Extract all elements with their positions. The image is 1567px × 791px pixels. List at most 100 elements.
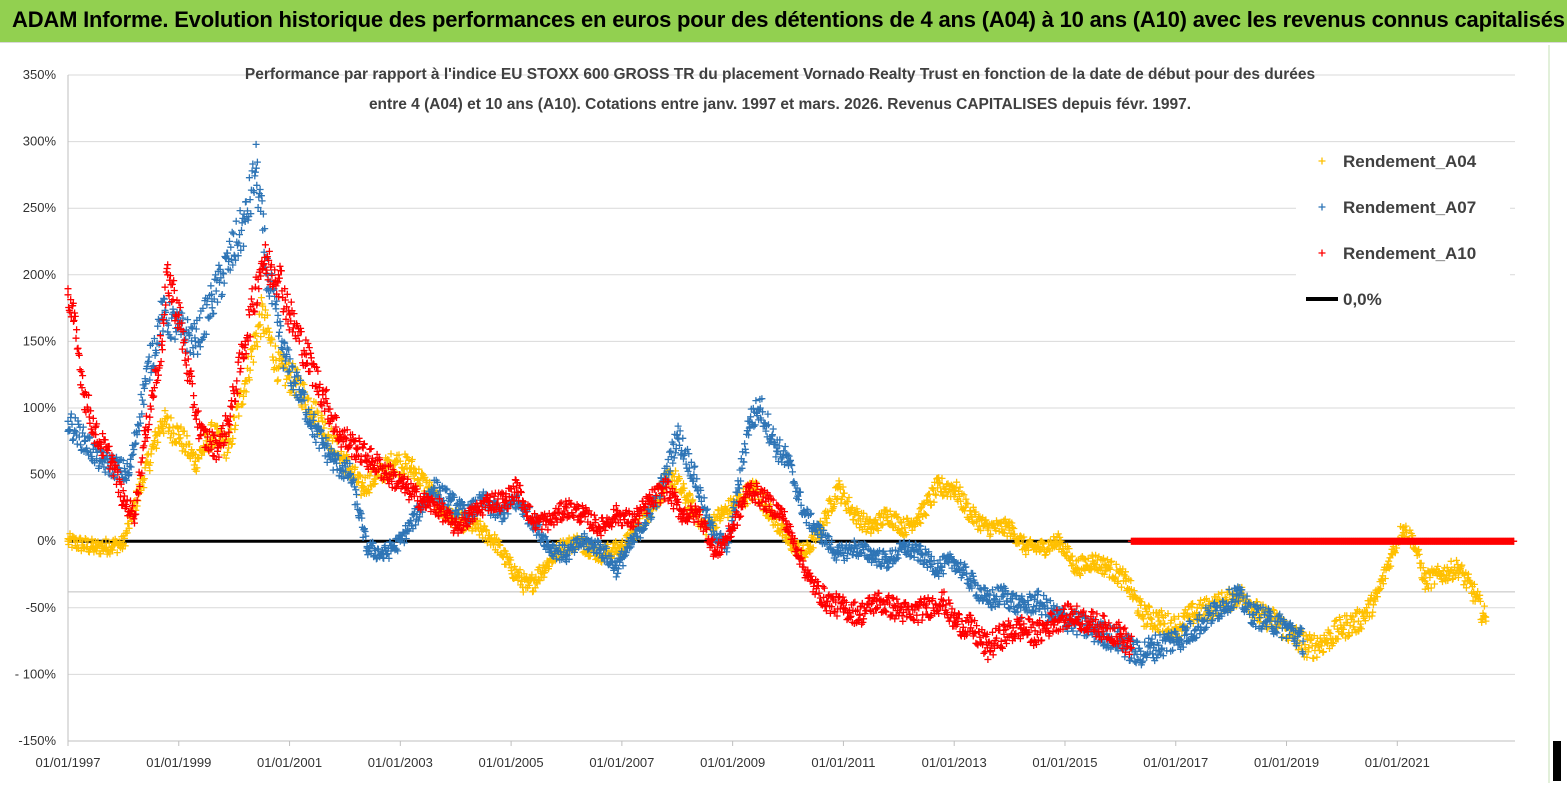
rendement-a07-point bbox=[227, 244, 234, 251]
rendement-a10-point bbox=[183, 362, 190, 369]
y-tick-label: 50% bbox=[30, 467, 56, 482]
rendement-a04-point bbox=[170, 424, 177, 431]
rendement-a07-point bbox=[74, 441, 81, 448]
rendement-a10-point bbox=[141, 427, 148, 434]
rendement-a04-point bbox=[177, 434, 184, 441]
rendement-a04-point bbox=[231, 414, 238, 421]
rendement-a04-point bbox=[168, 414, 175, 421]
rendement-a10-point bbox=[368, 445, 375, 452]
banner-title: ADAM Informe. Evolution historique des p… bbox=[12, 7, 1565, 33]
rendement-a10-point bbox=[307, 350, 314, 357]
rendement-a10-point bbox=[262, 241, 269, 248]
y-tick-label: 150% bbox=[23, 333, 57, 348]
rendement-a10-point bbox=[90, 415, 97, 422]
rendement-a10-point bbox=[312, 383, 319, 390]
y-tick-label: - 100% bbox=[15, 666, 57, 681]
rendement-a10-point bbox=[159, 346, 166, 353]
rendement-a04-point bbox=[1118, 584, 1125, 591]
rendement-a07-point bbox=[146, 354, 153, 361]
rendement-a07-point bbox=[276, 329, 283, 336]
rendement-a07-point bbox=[68, 411, 75, 418]
rendement-a07-point bbox=[229, 229, 236, 236]
rendement-a04-point bbox=[1313, 654, 1320, 661]
rendement-a10-point bbox=[314, 368, 321, 375]
rendement-a04-point bbox=[388, 450, 395, 457]
rendement-a10-point bbox=[76, 352, 83, 359]
rendement-a07-point bbox=[138, 391, 145, 398]
rendement-a07-point bbox=[140, 401, 147, 408]
performance-chart: 350%300%250%200%150%100%50%0%-50%- 100%-… bbox=[0, 43, 1567, 791]
rendement-a10-point bbox=[182, 357, 189, 364]
rendement-a04-point bbox=[231, 426, 238, 433]
rendement-a04-point bbox=[301, 381, 308, 388]
rendement-a10-point bbox=[182, 350, 189, 357]
rendement-a07-point bbox=[81, 438, 88, 445]
rendement-a10-point bbox=[499, 489, 506, 496]
rendement-a10-point bbox=[306, 368, 313, 375]
x-tick-label: 01/01/2001 bbox=[257, 755, 322, 770]
y-tick-label: 300% bbox=[23, 134, 57, 149]
rendement-a07-point bbox=[219, 291, 226, 298]
rendement-a04-point bbox=[1481, 603, 1488, 610]
y-tick-label: 100% bbox=[23, 400, 57, 415]
rendement-a10-point bbox=[73, 335, 80, 342]
x-tick-label: 01/01/2015 bbox=[1032, 755, 1097, 770]
rendement-a10-point bbox=[193, 416, 200, 423]
x-tick-label: 01/01/1999 bbox=[146, 755, 211, 770]
x-tick-label: 01/01/2017 bbox=[1143, 755, 1208, 770]
rendement-a10-point bbox=[74, 346, 81, 353]
rendement-a10-point bbox=[164, 265, 171, 272]
rendement-a10-point bbox=[78, 368, 85, 375]
rendement-a07-point bbox=[691, 463, 698, 470]
rendement-a10-point bbox=[277, 263, 284, 270]
x-tick-label: 01/01/2009 bbox=[700, 755, 765, 770]
rendement-a04-point bbox=[275, 376, 282, 383]
rendement-a07-point bbox=[184, 316, 191, 323]
rendement-a10-point bbox=[227, 403, 234, 410]
rendement-a07-point bbox=[1278, 634, 1285, 641]
rendement-a07-point bbox=[752, 397, 759, 404]
rendement-a07-point bbox=[215, 262, 222, 269]
rendement-a07-point bbox=[443, 486, 450, 493]
rendement-a07-point bbox=[742, 449, 749, 456]
rendement-a10-point bbox=[65, 285, 72, 292]
rendement-a07-point bbox=[259, 197, 266, 204]
rendement-a10-point bbox=[158, 358, 165, 365]
rendement-a07-point bbox=[770, 426, 777, 433]
rendement-a07-point bbox=[77, 441, 84, 448]
rendement-a04-point bbox=[1453, 557, 1460, 564]
rendement-a07-point bbox=[679, 435, 686, 442]
y-tick-label: 200% bbox=[23, 267, 57, 282]
rendement-a07-point bbox=[226, 238, 233, 245]
rendement-a07-point bbox=[613, 573, 620, 580]
rendement-a04-point bbox=[1431, 581, 1438, 588]
y-tick-label: 0% bbox=[37, 533, 56, 548]
rendement-a04-point bbox=[957, 484, 964, 491]
rendement-a10-point bbox=[323, 386, 330, 393]
rendement-a10-point bbox=[86, 414, 93, 421]
rendement-a10-point bbox=[177, 304, 184, 311]
rendement-a07-point bbox=[146, 377, 153, 384]
rendement-a07-point bbox=[233, 218, 240, 225]
x-tick-label: 01/01/2007 bbox=[589, 755, 654, 770]
rendement-a04-point bbox=[411, 475, 418, 482]
rendement-a04-point bbox=[232, 422, 239, 429]
rendement-a07-point bbox=[252, 169, 259, 176]
rendement-a10-point bbox=[248, 296, 255, 303]
y-tick-label: 350% bbox=[23, 67, 57, 82]
rendement-a10-point bbox=[252, 284, 259, 291]
rendement-a10-point bbox=[237, 368, 244, 375]
rendement-a07-point bbox=[353, 491, 360, 498]
rendement-a07-point bbox=[277, 322, 284, 329]
rendement-a07-point bbox=[230, 230, 237, 237]
rendement-a07-point bbox=[218, 293, 225, 300]
rendement-a10-point bbox=[99, 430, 106, 437]
rendement-a10-point bbox=[288, 299, 295, 306]
rendement-a07-point bbox=[790, 478, 797, 485]
x-tick-label: 01/01/1997 bbox=[35, 755, 100, 770]
rendement-a10-point bbox=[164, 261, 171, 268]
rendement-a10-point bbox=[366, 446, 373, 453]
rendement-a07-point bbox=[1141, 639, 1148, 646]
x-tick-label: 01/01/2021 bbox=[1365, 755, 1430, 770]
rendement-a10-point bbox=[251, 308, 258, 315]
